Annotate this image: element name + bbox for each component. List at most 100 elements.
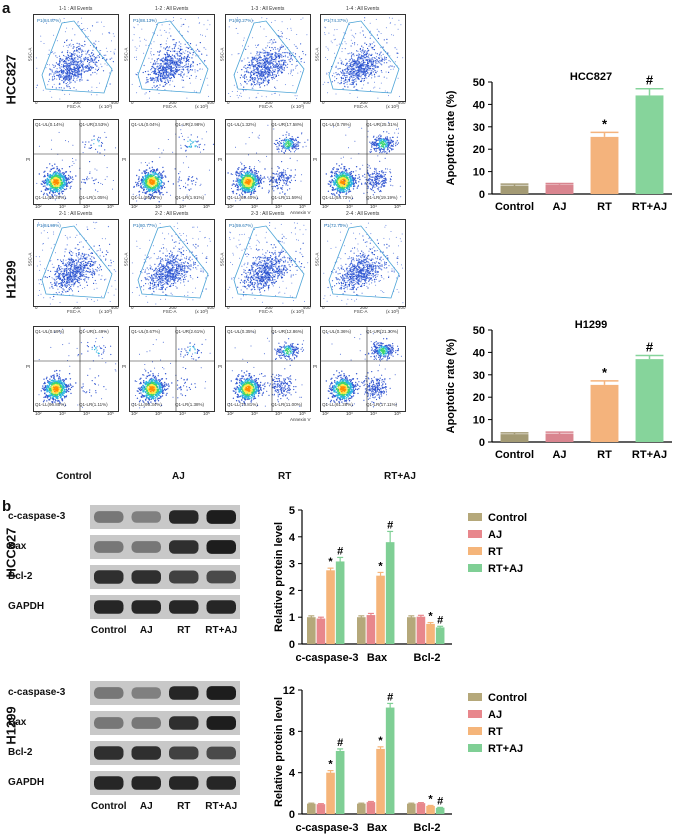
flow-h1299-label: H1299 — [3, 260, 19, 299]
blot-bands — [94, 686, 236, 700]
band — [131, 541, 161, 553]
protein-label: c-caspase-3 — [8, 511, 66, 522]
quadrant-dots — [226, 327, 310, 411]
protein-label: Bcl-2 — [8, 571, 33, 582]
chart-title: H1299 — [575, 319, 607, 331]
quadrant-x-tick: 10² — [227, 204, 234, 209]
quadrant-ur: Q1-UR(2.61%) — [175, 329, 205, 334]
band — [169, 746, 199, 760]
quadrant-x-tick: 10⁴ — [275, 204, 282, 209]
bar — [545, 433, 574, 442]
quadrant-ur: Q1-UR(2.98%) — [175, 122, 205, 127]
blot-strip — [90, 771, 240, 795]
blot-strip — [90, 535, 240, 559]
band — [94, 776, 124, 790]
y-tick-label: 40 — [473, 99, 485, 111]
quadrant-y-axis-label: PI — [218, 364, 223, 369]
quadrant-lr: Q1-LR(17.11%) — [366, 402, 398, 407]
protein-label: GAPDH — [8, 777, 45, 788]
scatter-units: (x 10³) — [386, 104, 400, 109]
scatter-x-tick: 400 — [111, 305, 119, 310]
band — [169, 570, 199, 584]
quadrant-x-tick: 10⁵ — [394, 204, 401, 209]
blot-bands — [94, 746, 236, 760]
bar — [416, 616, 426, 644]
quadrant-dots — [130, 327, 214, 411]
scatter-x-tick: 0 — [322, 100, 325, 105]
band — [131, 746, 161, 760]
significance-mark: * — [328, 556, 333, 568]
quadrant-lr: Q1-LR(1.11%) — [79, 402, 108, 407]
y-tick-label: 4 — [289, 768, 296, 780]
scatter-y-axis-label: SSC-A — [219, 252, 225, 267]
quadrant-ul: Q1-UL(0.78%) — [322, 122, 352, 127]
scatter-x-axis-label: FSC-A — [259, 309, 273, 314]
quadrant-ll: Q1-LL(69.40%) — [227, 195, 258, 200]
quadrant-ul: Q1-UL(0.04%) — [131, 122, 161, 127]
bar — [407, 803, 416, 814]
quadrant-lr: Q1-LR(1.91%) — [175, 195, 205, 200]
scatter-x-axis-label: FSC-A — [259, 104, 273, 109]
y-tick-label: 10 — [473, 167, 485, 179]
x-tick-label: c-caspase-3 — [296, 652, 359, 664]
quadrant-ll: Q1-LL(61.28%) — [322, 402, 353, 407]
significance-mark: * — [328, 759, 333, 771]
quadrant-x-axis-label: Annexin V — [290, 210, 311, 215]
quadrant-y-axis-label: PI — [313, 157, 318, 162]
band — [94, 717, 124, 729]
scatter-x-tick: 200 — [265, 305, 273, 310]
band — [169, 600, 199, 614]
quadrant-x-tick: 10⁴ — [275, 411, 282, 416]
scatter-title: 1-4 : All Events — [346, 6, 380, 12]
significance-mark: # — [387, 691, 393, 703]
y-tick-label: 40 — [473, 347, 485, 359]
quadrant-x-tick: 10² — [131, 204, 138, 209]
band — [169, 510, 199, 524]
quadrant-x-tick: 10⁵ — [203, 204, 210, 209]
lane-label: Control — [90, 625, 127, 636]
significance-mark: # — [437, 614, 443, 626]
blot-strip — [90, 505, 240, 529]
y-axis-label: Relative protein level — [273, 522, 285, 632]
lane-label: AJ — [139, 801, 153, 812]
y-tick-label: 30 — [473, 122, 485, 134]
scatter-plot — [320, 219, 406, 307]
flow-condition-label: Control — [56, 471, 92, 482]
scatter-plot — [33, 219, 119, 307]
band — [94, 600, 124, 614]
scatter-x-tick: 0 — [227, 305, 230, 310]
band — [206, 746, 236, 760]
bar — [416, 803, 426, 814]
bar — [435, 807, 445, 814]
lane-label: RT+AJ — [205, 801, 238, 812]
significance-mark: * — [428, 793, 433, 805]
scatter-plot — [33, 14, 119, 102]
bar — [435, 627, 445, 644]
scatter-x-tick: 400 — [398, 100, 406, 105]
quadrant-x-tick: 10³ — [59, 204, 66, 209]
quadrant-x-tick: 10⁵ — [107, 411, 114, 416]
quadrant-x-tick: 10² — [35, 411, 42, 416]
quadrant-ur: Q1-UR(25.31%) — [366, 122, 399, 127]
scatter-dots — [228, 17, 308, 100]
legend-label: AJ — [488, 709, 502, 721]
quadrant-x-tick: 10² — [227, 411, 234, 416]
x-tick-label: RT — [597, 201, 612, 213]
y-tick-label: 50 — [473, 325, 485, 337]
quadrant-dots — [34, 327, 118, 411]
x-tick-label: RT+AJ — [632, 449, 667, 461]
quadrant-lr: Q1-LR(19.19%) — [366, 195, 398, 200]
quadrant-x-tick: 10³ — [155, 411, 162, 416]
blot-strip — [90, 741, 240, 765]
bar — [335, 561, 345, 644]
quadrant-lr: Q1-LR(1.05%) — [79, 195, 109, 200]
legend-swatch — [468, 547, 482, 555]
apoptosis-chart-h1299: 0 10 20 30 40 50 Apoptotic rate (%) H1299 Contro… — [445, 319, 672, 461]
quadrant-dots — [34, 120, 118, 204]
legend-swatch — [468, 513, 482, 521]
bar — [426, 805, 435, 814]
bar — [385, 542, 395, 644]
gate-label: P1(80.77%) — [133, 223, 157, 228]
bar — [500, 434, 529, 442]
quadrant-x-tick: 10² — [131, 411, 138, 416]
